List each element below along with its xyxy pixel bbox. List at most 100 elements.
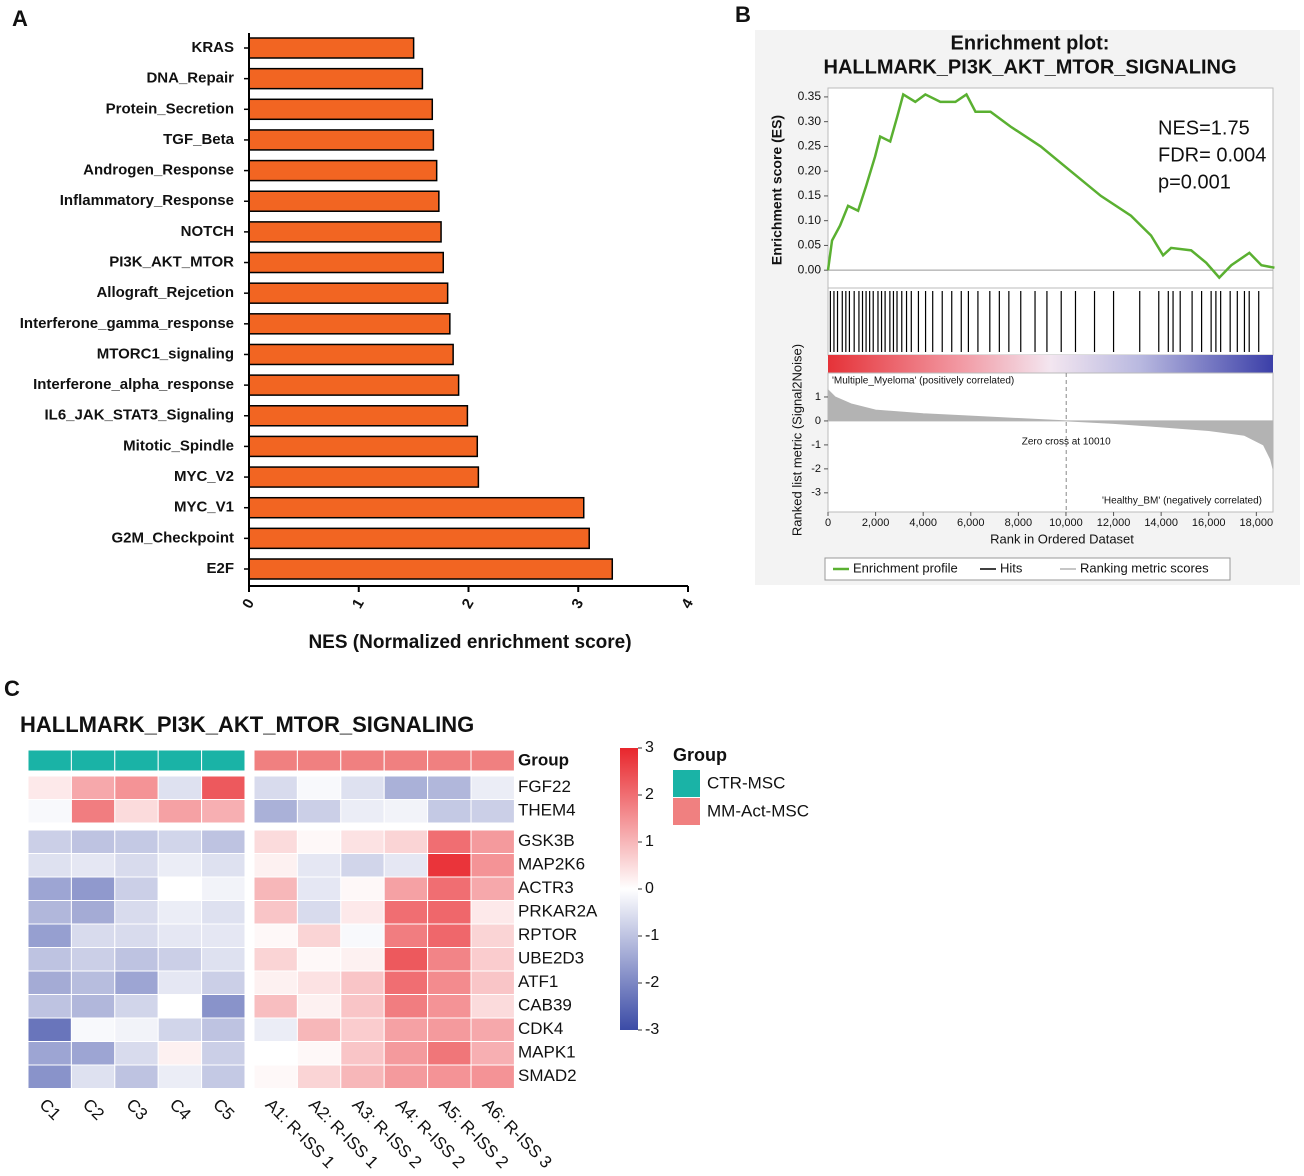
heatmap-cell	[340, 923, 385, 948]
heatmap-cell	[340, 876, 385, 901]
y-tick-label: 0.10	[798, 213, 822, 227]
x-tick-label: 2	[459, 596, 478, 612]
heatmap-cell	[70, 1041, 116, 1066]
heatmap-cell	[296, 853, 342, 878]
heatmap-cell	[253, 900, 298, 925]
heatmap-cell	[253, 829, 298, 854]
heatmap-cell	[427, 799, 472, 824]
heatmap-cell	[253, 853, 298, 878]
enrichment-line	[826, 92, 1275, 280]
bar	[248, 98, 434, 121]
heatmap-cell	[296, 900, 342, 925]
panel-label: A	[12, 6, 28, 31]
heatmap-cell	[383, 853, 429, 878]
column-label: C4	[166, 1095, 195, 1124]
group-cell	[157, 749, 203, 772]
category-label: MTORC1_signaling	[97, 345, 234, 362]
y-tick-label: 0.25	[798, 139, 822, 153]
heatmap-cell	[427, 853, 472, 878]
heatmap-cell	[27, 970, 72, 995]
row-label: THEM4	[518, 801, 576, 820]
heatmap-cell	[27, 799, 72, 824]
group-cell	[201, 749, 246, 772]
heatmap-cell	[340, 853, 385, 878]
x-tick-label: 14,000	[1144, 517, 1178, 529]
category-label: MYC_V2	[174, 468, 234, 485]
heatmap-cell	[27, 829, 72, 854]
heatmap-cell	[201, 1064, 246, 1089]
bar	[248, 343, 454, 366]
heatmap-cell	[70, 994, 116, 1019]
heatmap-cell	[157, 853, 203, 878]
heatmap-cell	[296, 829, 342, 854]
heatmap-cell	[296, 947, 342, 972]
row-label: MAP2K6	[518, 855, 585, 874]
x-tick-label: 0	[825, 517, 831, 529]
metric-area	[827, 388, 1274, 469]
heatmap-cell	[253, 994, 298, 1019]
legend-box	[824, 557, 1231, 581]
category-label: E2F	[206, 560, 234, 577]
heatmap-cell	[427, 1017, 472, 1042]
heatmap-cell	[157, 970, 203, 995]
x-axis-label: Rank in Ordered Dataset	[990, 531, 1134, 546]
bar	[248, 37, 415, 59]
heatmap-cell	[114, 853, 159, 878]
heatmap-cell	[427, 876, 472, 901]
heatmap-cell	[253, 876, 298, 901]
heatmap-cell	[157, 947, 203, 972]
heatmap-cell	[470, 923, 515, 948]
heatmap-cell	[253, 970, 298, 995]
row-label: ACTR3	[518, 878, 574, 897]
row-label: UBE2D3	[518, 949, 584, 968]
heatmap-cell	[157, 876, 203, 901]
heatmap-cell	[114, 829, 159, 854]
heatmap-cell	[253, 775, 298, 800]
heatmap-cell	[70, 775, 116, 800]
group-cell	[253, 749, 298, 772]
y-tick-label: 0.20	[798, 163, 822, 177]
heatmap-cell	[201, 923, 246, 948]
category-label: Mitotic_Spindle	[123, 437, 234, 454]
heatmap-cell	[470, 970, 515, 995]
row-label: PRKAR2A	[518, 902, 598, 921]
legend-label: Enrichment profile	[853, 560, 958, 575]
column-label: C2	[79, 1095, 108, 1124]
legend-label: MM-Act-MSC	[707, 801, 809, 820]
heatmap-cell	[70, 799, 116, 824]
y-tick-label: 0.30	[798, 114, 822, 128]
heatmap-cell	[70, 876, 116, 901]
annotation: NES=1.75	[1158, 117, 1250, 139]
bar	[248, 129, 435, 151]
legend-label: CTR-MSC	[707, 773, 785, 792]
heatmap-cell	[114, 923, 159, 948]
heatmap-cell	[383, 1017, 429, 1042]
column-label: C3	[123, 1095, 152, 1124]
heatmap-cell	[340, 1064, 385, 1089]
bar	[248, 374, 460, 396]
category-label: G2M_Checkpoint	[111, 529, 234, 546]
heatmap-cell	[157, 1041, 203, 1066]
heatmap-cell	[470, 1064, 515, 1089]
bar	[248, 67, 424, 90]
heatmap-cell	[201, 853, 246, 878]
row-label: ATF1	[518, 972, 558, 991]
heatmap-cell	[470, 900, 515, 925]
heatmap-cell	[114, 876, 159, 901]
heatmap-cell	[201, 994, 246, 1019]
heatmap-cell	[470, 1041, 515, 1066]
group-cell	[470, 749, 515, 772]
category-label: IL6_JAK_STAT3_Signaling	[45, 407, 235, 424]
heatmap-cell	[340, 1017, 385, 1042]
category-label: PI3K_AKT_MTOR	[109, 253, 234, 270]
heatmap-cell	[201, 947, 246, 972]
heatmap-cell	[470, 1017, 515, 1042]
category-label: Androgen_Response	[83, 162, 234, 179]
heatmap-cell	[470, 947, 515, 972]
category-label: Protein_Secretion	[106, 100, 234, 117]
heatmap-cell	[296, 1041, 342, 1066]
legend-label: Ranking metric scores	[1080, 560, 1209, 575]
heatmap-cell	[253, 947, 298, 972]
heatmap-cell	[70, 829, 116, 854]
heatmap-cell	[201, 970, 246, 995]
